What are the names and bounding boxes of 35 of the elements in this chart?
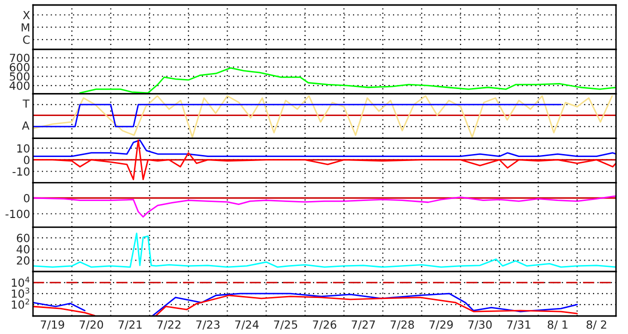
x-tick-label: 8/ 1 bbox=[548, 320, 568, 330]
y-tick-label: X bbox=[22, 10, 30, 20]
x-tick-label: 7/19 bbox=[40, 320, 64, 330]
y-tick-label: 400 bbox=[10, 82, 30, 90]
x-tick-label: 7/31 bbox=[507, 320, 530, 330]
y-tick-label: -100 bbox=[6, 210, 30, 218]
x-tick-label: 7/26 bbox=[312, 320, 336, 330]
x-tick-label: 7/20 bbox=[80, 320, 104, 330]
y-tick-label: -10 bbox=[12, 167, 30, 176]
x-tick-label: 7/21 bbox=[118, 320, 142, 330]
y-tick-label: 60 bbox=[16, 234, 30, 242]
x-tick-label: 7/24 bbox=[235, 320, 259, 330]
y-tick-label: 20 bbox=[16, 256, 30, 265]
y-tick-label: C bbox=[23, 36, 30, 44]
x-tick-label: 7/25 bbox=[274, 320, 298, 330]
y-tick-label: 500 bbox=[10, 72, 30, 81]
y-tick-label: 10 bbox=[17, 144, 30, 153]
ref-line-label: A bbox=[22, 121, 30, 130]
x-tick-label: 7/23 bbox=[196, 320, 220, 330]
y-tick-label: M bbox=[22, 23, 30, 32]
x-tick-label: 7/30 bbox=[468, 320, 492, 330]
x-tick-label: 7/27 bbox=[352, 320, 375, 330]
y-tick-label: 0 bbox=[24, 194, 30, 202]
x-tick-label: 7/29 bbox=[430, 320, 453, 330]
y-tick-label: 0 bbox=[24, 156, 30, 164]
ref-line-label: T bbox=[22, 100, 30, 108]
x-tick-label: 7/22 bbox=[157, 320, 180, 330]
y-tick-label: 40 bbox=[16, 245, 30, 254]
y-tick-label: 600 bbox=[10, 62, 30, 72]
y-tick-label: 10$^{2}$ bbox=[12, 298, 30, 309]
x-tick-label: 7/28 bbox=[390, 320, 414, 330]
y-tick-label: 10$^{4}$ bbox=[12, 276, 30, 287]
y-tick-label: 10$^{3}$ bbox=[12, 288, 30, 298]
x-tick-label: 8/ 2 bbox=[586, 320, 606, 330]
y-tick-label: 700 bbox=[10, 54, 30, 62]
